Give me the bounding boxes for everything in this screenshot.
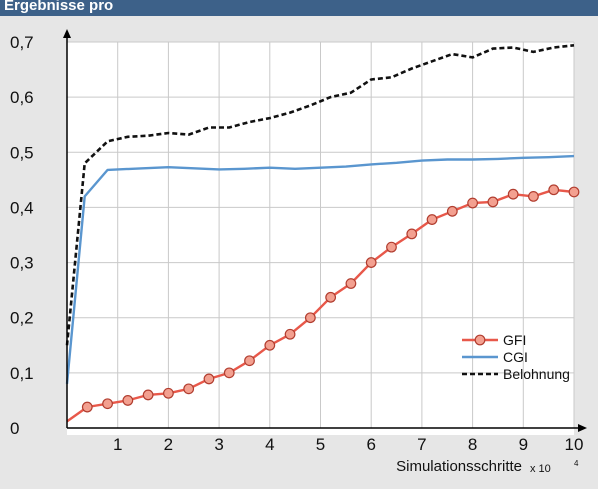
x-tick-label: 6: [366, 435, 375, 454]
legend-label-cgi: CGI: [503, 349, 528, 365]
y-tick-label: 0,7: [10, 33, 34, 52]
data-point-gfi: [467, 197, 479, 209]
legend-label-belohnung: Belohnung: [503, 366, 570, 382]
y-tick-label: 0,2: [10, 309, 34, 328]
x-tick-label: 3: [214, 435, 223, 454]
header-bar: Ergebnisse pro: [0, 0, 598, 16]
data-point-gfi: [426, 214, 438, 225]
y-tick-label: 0: [10, 419, 19, 438]
data-point-gfi: [264, 339, 276, 351]
data-point-gfi: [183, 383, 195, 395]
series-line-cgi: [65, 154, 575, 385]
data-point-gfi: [223, 367, 235, 379]
y-tick-label: 0,6: [10, 88, 34, 107]
legend-marker-gfi: [474, 334, 486, 346]
x-axis-scale-label: x 10: [530, 463, 551, 475]
x-tick-label: 8: [468, 435, 477, 454]
data-point-gfi: [345, 278, 357, 289]
data-point-gfi: [284, 328, 296, 340]
data-point-gfi: [244, 355, 255, 367]
data-point-gfi: [162, 387, 174, 399]
x-tick-label: 10: [565, 435, 584, 454]
data-point-gfi: [304, 312, 316, 324]
header-title: Ergebnisse pro: [4, 0, 114, 14]
x-tick-label: 2: [164, 435, 173, 454]
data-point-gfi: [568, 186, 580, 198]
data-point-gfi: [81, 401, 93, 413]
y-tick-label: 0,3: [10, 254, 34, 273]
x-axis-arrow: [578, 424, 587, 432]
data-point-gfi: [325, 291, 337, 303]
data-point-gfi: [142, 389, 154, 401]
data-point-gfi: [386, 241, 397, 253]
x-tick-label: 4: [265, 435, 274, 454]
y-axis-arrow: [63, 29, 71, 38]
data-point-gfi: [446, 205, 458, 217]
data-point-gfi: [102, 398, 113, 410]
series-line-belohnung: [65, 44, 575, 346]
data-point-gfi: [203, 373, 215, 385]
data-point-gfi: [548, 184, 560, 196]
x-axis-scale-exponent: 4: [574, 459, 579, 468]
x-tick-label: 5: [316, 435, 325, 454]
data-point-gfi: [365, 257, 377, 268]
chart-frame: GFI CGI Belohnung 0 0,1 0,2 0,3 0,4 0,5 0,6 0,7 1 2…: [0, 16, 598, 484]
data-point-gfi: [487, 196, 499, 208]
data-point-gfi: [122, 395, 134, 406]
x-tick-label: 1: [113, 435, 122, 454]
y-tick-label: 0,4: [10, 198, 34, 217]
legend-label-gfi: GFI: [503, 332, 526, 348]
x-axis-title: Simulationsschritte: [396, 458, 522, 475]
data-point-gfi: [528, 190, 539, 202]
y-tick-label: 0,1: [10, 364, 34, 383]
x-tick-label: 9: [519, 435, 528, 454]
y-tick-label: 0,5: [10, 143, 34, 162]
x-tick-label: 7: [417, 435, 426, 454]
data-point-gfi: [406, 228, 418, 240]
data-point-gfi: [507, 188, 519, 200]
